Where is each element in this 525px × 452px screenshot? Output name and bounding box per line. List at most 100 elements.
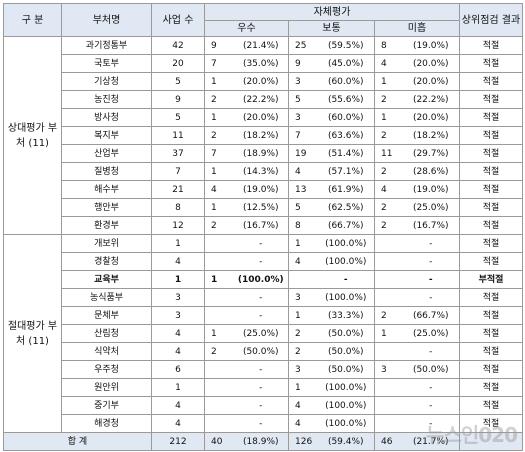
excellent-count: 2 [204,216,234,235]
group-label: 절대평가 부처 (11) [3,234,62,433]
insufficient-pct: (25.0%) [402,324,460,343]
normal-pct: (66.7%) [317,216,375,235]
normal-count: 3 [288,108,318,127]
project-count: 1 [151,234,205,253]
dept-name: 문체부 [61,306,152,325]
insufficient-count: 2 [374,216,403,235]
insufficient-count: 4 [374,180,403,199]
excellent-pct: (12.5%) [233,198,289,217]
dept-name: 기상청 [61,72,152,91]
normal-count: 13 [288,180,318,199]
insufficient-pct: (25.0%) [402,198,460,217]
review-result: 적절 [459,90,523,109]
normal-count: 5 [288,198,318,217]
dept-name: 원안위 [61,378,152,397]
header-group: 구 분 [3,3,62,37]
header-insufficient: 미흡 [374,20,460,37]
insufficient-pct: (20.0%) [402,72,460,91]
project-count: 20 [151,54,205,73]
insufficient-pct: - [402,234,460,253]
excellent-pct: (25.0%) [233,324,289,343]
table-row: 행안부 8 1 (12.5%) 5 (62.5%) 2 (25.0%) 적절 [4,198,523,217]
total-count: 212 [151,432,205,451]
project-count: 4 [151,396,205,415]
excellent-pct: - [233,306,289,325]
total-label: 합 계 [3,432,152,451]
insufficient-pct: (50.0%) [402,360,460,379]
insufficient-pct: (16.7%) [402,216,460,235]
excellent-pct: - [233,414,289,433]
excellent-count [204,306,234,325]
normal-pct: (100.0%) [317,252,375,271]
review-result: 적절 [459,360,523,379]
project-count: 4 [151,414,205,433]
insufficient-count: 3 [374,360,403,379]
insufficient-count: 2 [374,162,403,181]
insufficient-count [374,252,403,271]
review-result: 적절 [459,216,523,235]
excellent-pct: - [233,252,289,271]
header-excellent: 우수 [204,20,289,37]
dept-name: 농진청 [61,90,152,109]
insufficient-pct: - [402,342,460,361]
insufficient-pct: (29.7%) [402,144,460,163]
project-count: 1 [151,270,205,289]
review-result: 적절 [459,72,523,91]
dept-name: 복지부 [61,126,152,145]
excellent-pct: (35.0%) [233,54,289,73]
dept-name: 해수부 [61,180,152,199]
excellent-count [204,288,234,307]
review-result: 적절 [459,180,523,199]
total-ex-p: (18.9%) [233,432,289,451]
project-count: 3 [151,288,205,307]
table-row: 환경부 12 2 (16.7%) 8 (66.7%) 2 (16.7%) 적절 [4,216,523,235]
normal-pct: (100.0%) [317,396,375,415]
normal-pct: (62.5%) [317,198,375,217]
header-count: 사업 수 [151,3,205,37]
excellent-pct: (18.2%) [233,126,289,145]
excellent-count: 2 [204,126,234,145]
total-in-p: (21.7%) [402,432,460,451]
project-count: 5 [151,108,205,127]
normal-count: 4 [288,396,318,415]
normal-pct: (50.0%) [317,342,375,361]
project-count: 4 [151,324,205,343]
review-result: 적절 [459,252,523,271]
dept-name: 경찰청 [61,252,152,271]
review-result: 적절 [459,414,523,433]
dept-name: 과기정통부 [61,36,152,55]
normal-count: 1 [288,306,318,325]
excellent-count [204,252,234,271]
review-result: 적절 [459,162,523,181]
normal-pct: (55.6%) [317,90,375,109]
excellent-pct: - [233,288,289,307]
table-row: 해경청 4-4 (100.0%) - 적절 [4,414,523,433]
total-no-p: (59.4%) [317,432,375,451]
excellent-count: 7 [204,54,234,73]
project-count: 42 [151,36,205,55]
excellent-count [204,378,234,397]
normal-count: 4 [288,414,318,433]
normal-count: 25 [288,36,318,55]
excellent-count: 7 [204,144,234,163]
excellent-pct: (20.0%) [233,108,289,127]
dept-name: 해경청 [61,414,152,433]
project-count: 12 [151,216,205,235]
review-result: 적절 [459,126,523,145]
project-count: 5 [151,72,205,91]
review-result: 적절 [459,108,523,127]
table-header: 구 분 부처명 사업 수 자체평가 상위점검 결과 우수 보통 미흡 [3,3,523,37]
excellent-pct: (14.3%) [233,162,289,181]
insufficient-pct: (22.2%) [402,90,460,109]
excellent-count: 1 [204,108,234,127]
insufficient-count [374,342,403,361]
excellent-pct: (50.0%) [233,342,289,361]
dept-name: 식약처 [61,342,152,361]
review-result: 적절 [459,396,523,415]
dept-name: 방사청 [61,108,152,127]
table-row: 산업부 37 7 (18.9%) 19 (51.4%) 11 (29.7%) 적절 [4,144,523,163]
excellent-pct: (19.0%) [233,180,289,199]
total-no-n: 126 [288,432,318,451]
insufficient-pct: (19.0%) [402,36,460,55]
header-dept: 부처명 [61,3,152,37]
